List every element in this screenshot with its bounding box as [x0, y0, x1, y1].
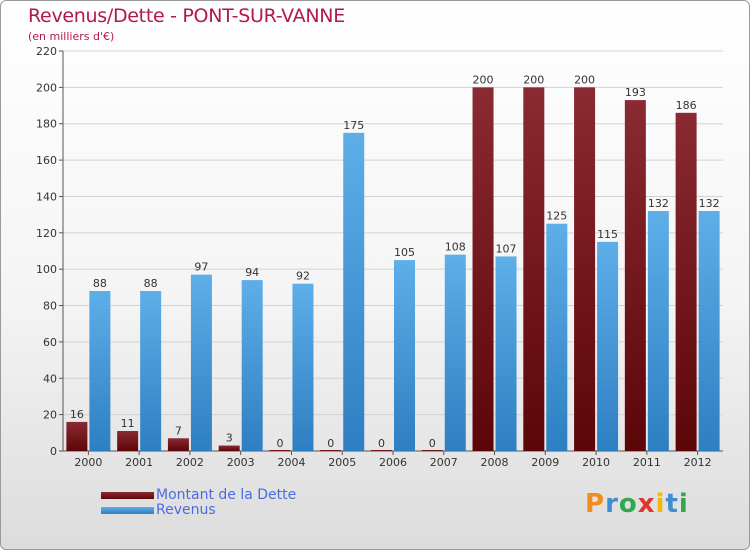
data-label-dette: 11	[121, 417, 135, 430]
bar-dette	[269, 450, 291, 451]
legend-item-revenus: Revenus	[101, 502, 216, 518]
x-tick-label: 2010	[582, 456, 610, 469]
logo-letter: x	[637, 489, 656, 519]
x-tick-label: 2012	[684, 456, 712, 469]
bar-dette	[624, 100, 646, 451]
bar-revenus	[495, 256, 517, 451]
bar-dette	[371, 450, 392, 451]
x-tick-label: 2002	[176, 456, 204, 469]
data-label-revenus: 97	[194, 261, 208, 274]
x-tick-label: 2004	[277, 456, 305, 469]
y-tick-label: 180	[36, 118, 57, 131]
legend-swatch-revenus	[101, 506, 154, 514]
x-tick-label: 2003	[227, 456, 255, 469]
legend-swatch-dette	[101, 491, 154, 499]
data-label-revenus: 115	[597, 228, 618, 241]
legend-label-revenus: Revenus	[156, 502, 216, 518]
x-tick-label: 2011	[633, 456, 661, 469]
x-tick-label: 2000	[74, 456, 102, 469]
data-label-dette: 0	[378, 437, 385, 450]
bar-revenus	[698, 211, 720, 451]
y-tick-label: 20	[43, 409, 57, 422]
x-tick-label: 2008	[481, 456, 509, 469]
data-label-dette: 7	[175, 424, 182, 437]
data-label-revenus: 107	[496, 242, 517, 255]
data-label-dette: 200	[473, 73, 494, 86]
legend-label-dette: Montant de la Dette	[156, 487, 297, 503]
bar-revenus	[546, 223, 568, 451]
data-label-dette: 200	[574, 73, 595, 86]
logo-letter: r	[605, 489, 619, 519]
bar-revenus	[647, 211, 669, 451]
bar-dette	[320, 450, 342, 451]
bar-revenus	[444, 254, 466, 451]
bar-dette	[675, 112, 697, 452]
bar-revenus	[140, 291, 162, 451]
data-label-dette: 16	[70, 408, 84, 421]
data-label-dette: 193	[625, 86, 646, 99]
data-label-revenus: 108	[445, 241, 466, 254]
bar-revenus	[292, 283, 314, 451]
data-label-revenus: 132	[648, 197, 669, 210]
bar-revenus	[394, 260, 415, 451]
y-tick-label: 140	[36, 190, 57, 203]
x-tick-label: 2005	[328, 456, 356, 469]
x-tick-label: 2001	[125, 456, 153, 469]
logo-letter: t	[665, 489, 679, 519]
y-tick-label: 100	[36, 263, 57, 276]
y-tick-label: 220	[36, 45, 57, 58]
bar-revenus	[89, 291, 111, 451]
data-label-revenus: 88	[93, 277, 107, 290]
x-tick-label: 2007	[430, 456, 458, 469]
y-tick-label: 0	[50, 445, 57, 458]
data-label-revenus: 88	[144, 277, 158, 290]
data-label-revenus: 92	[296, 270, 310, 283]
y-tick-label: 80	[43, 300, 57, 313]
y-tick-label: 200	[36, 81, 57, 94]
y-tick-label: 120	[36, 227, 57, 240]
x-tick-label: 2006	[379, 456, 407, 469]
data-label-dette: 0	[276, 437, 283, 450]
bar-revenus	[597, 241, 619, 451]
bar-dette	[167, 438, 189, 451]
proxiti-logo: Proxiti	[585, 489, 689, 519]
logo-letter: i	[678, 489, 689, 519]
x-tick-label: 2009	[531, 456, 559, 469]
data-label-dette: 186	[676, 99, 697, 112]
data-label-dette: 200	[523, 73, 544, 86]
logo-letter: P	[585, 489, 606, 519]
bar-dette	[117, 431, 139, 451]
data-label-revenus: 132	[699, 197, 720, 210]
data-label-revenus: 175	[343, 119, 364, 132]
logo-letter: o	[618, 489, 638, 519]
bar-revenus	[241, 280, 263, 451]
legend-item-dette: Montant de la Dette	[101, 487, 296, 503]
bar-dette	[218, 445, 240, 451]
data-label-dette: 0	[327, 437, 334, 450]
logo-letter: i	[655, 489, 666, 519]
bar-dette	[421, 450, 443, 451]
data-label-dette: 0	[429, 437, 436, 450]
data-label-dette: 3	[226, 432, 233, 445]
bar-dette	[66, 421, 88, 451]
y-tick-label: 60	[43, 336, 57, 349]
data-label-revenus: 105	[394, 246, 415, 259]
data-label-revenus: 125	[546, 210, 567, 223]
bar-dette	[472, 87, 494, 451]
chart-subtitle: (en milliers d'€)	[28, 30, 115, 43]
chart-title: Revenus/Dette - PONT-SUR-VANNE	[28, 5, 345, 27]
y-tick-label: 40	[43, 372, 57, 385]
bar-revenus	[343, 132, 365, 451]
data-label-revenus: 94	[245, 266, 259, 279]
bar-revenus	[190, 274, 212, 451]
bar-dette	[574, 87, 596, 451]
y-tick-label: 160	[36, 154, 57, 167]
bar-dette	[523, 87, 545, 451]
